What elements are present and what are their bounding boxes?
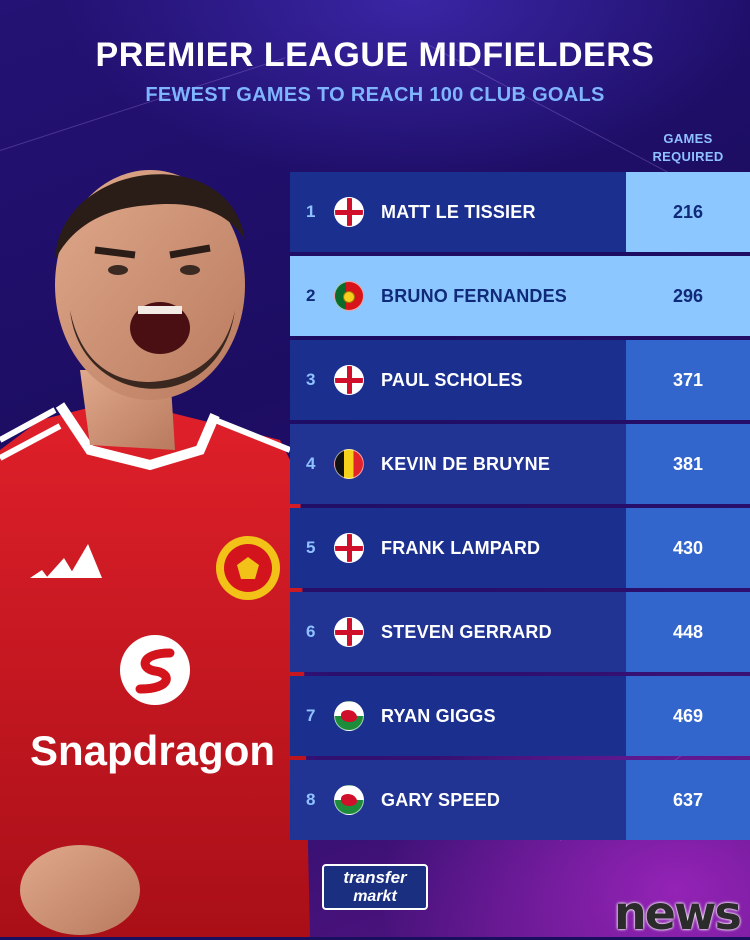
table-row: 6 STEVEN GERRARD 448 [290,592,750,672]
rank-number: 3 [306,370,316,389]
player-name: MATT LE TISSIER [381,202,536,222]
games-header-line2: REQUIRED [652,149,724,164]
news-watermark: news [614,886,742,940]
belgium-flag-icon [334,449,364,479]
england-flag-icon [334,617,364,647]
transfermarkt-logo: transfer markt [322,864,428,910]
player-name: PAUL SCHOLES [381,370,523,390]
games-value: 371 [626,340,750,420]
table-row: 2 BRUNO FERNANDES 296 [290,256,750,336]
games-required-header: GAMES REQUIRED [630,130,746,166]
manchester-united-crest-icon [216,536,280,600]
table-row: 5 FRANK LAMPARD 430 [290,508,750,588]
england-flag-icon [334,533,364,563]
player-name: GARY SPEED [381,790,501,810]
england-flag-icon [334,365,364,395]
logo-line2: markt [353,888,397,905]
table-row: 7 RYAN GIGGS 469 [290,676,750,756]
games-value: 381 [626,424,750,504]
player-name: FRANK LAMPARD [381,538,541,558]
rank-number: 7 [306,706,316,725]
page-subtitle: FEWEST GAMES TO REACH 100 CLUB GOALS [145,84,605,106]
portugal-flag-icon [334,281,364,311]
rank-number: 6 [306,622,316,641]
wales-flag-icon [334,701,364,731]
rank-number: 1 [306,202,316,221]
table-row: 4 KEVIN DE BRUYNE 381 [290,424,750,504]
player-photo: Snapdragon [0,170,310,937]
player-name: KEVIN DE BRUYNE [381,454,551,474]
games-value: 216 [626,172,750,252]
games-value: 296 [672,286,704,306]
rank-number: 4 [306,454,316,473]
player-name: RYAN GIGGS [381,706,496,726]
rank-number: 8 [306,790,316,809]
player-name: STEVEN GERRARD [381,622,552,642]
logo-line1: transfer [343,868,407,887]
adidas-logo-icon [30,544,102,578]
page-title: PREMIER LEAGUE MIDFIELDERS [95,36,655,74]
rank-number: 5 [306,538,316,557]
games-header-line1: GAMES [663,131,713,146]
table-row: 1 MATT LE TISSIER 216 [290,172,750,252]
table-row: 8 GARY SPEED 637 [290,760,750,840]
games-value: 448 [626,592,750,672]
games-value: 469 [626,676,750,756]
player-name: BRUNO FERNANDES [381,286,568,306]
sponsor-text: Snapdragon [30,727,275,774]
wales-flag-icon [334,785,364,815]
snapdragon-logo-icon [120,635,190,705]
games-value: 637 [626,760,750,840]
games-value: 430 [626,508,750,588]
table-row: 3 PAUL SCHOLES 371 [290,340,750,420]
rank-number: 2 [306,286,316,305]
england-flag-icon [334,197,364,227]
